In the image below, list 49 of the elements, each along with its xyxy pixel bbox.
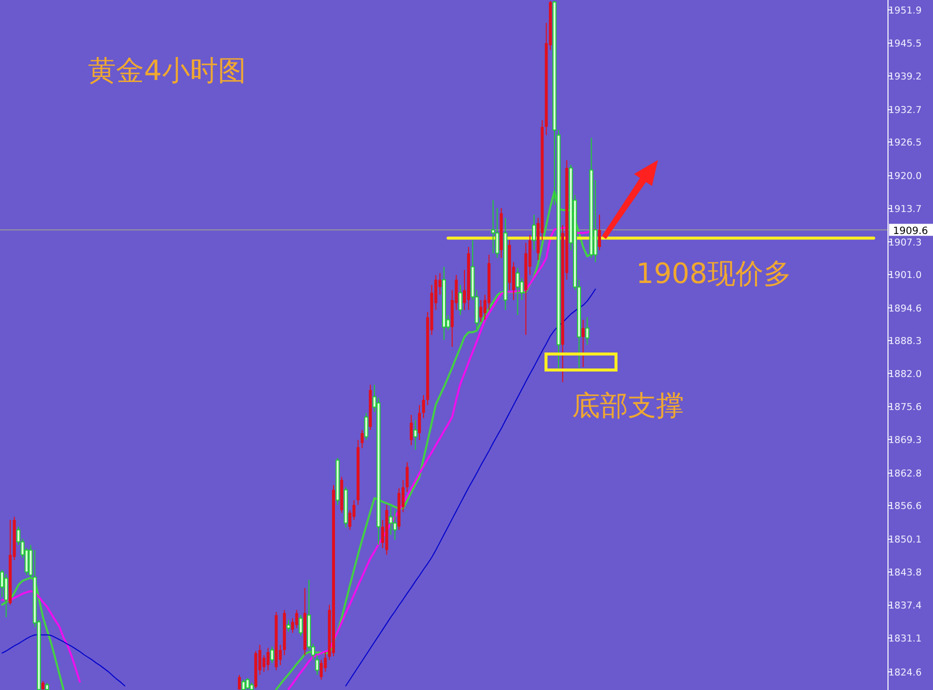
candlestick	[298, 614, 303, 636]
annotation: 底部支撑	[572, 389, 684, 422]
candlestick	[266, 647, 270, 671]
candlestick	[364, 412, 368, 440]
y-tick-label: 1945.5	[888, 38, 922, 50]
y-tick-label: 1850.1	[888, 534, 922, 546]
candlestick	[286, 619, 290, 632]
candlestick	[242, 679, 246, 690]
y-tick-label: 1932.7	[888, 105, 922, 116]
candlestick	[491, 200, 496, 254]
candlestick	[532, 214, 536, 251]
candlestick	[295, 609, 298, 629]
candlestick	[360, 430, 364, 449]
candlestick	[422, 394, 426, 419]
y-tick-label: 1951.9	[888, 5, 922, 16]
y-tick-label: 1888.3	[888, 336, 922, 348]
candlestick	[479, 300, 482, 322]
text: 黄金4小时图	[88, 54, 246, 87]
y-tick-label: 1837.4	[888, 600, 922, 612]
y-tick-label: 1907.3	[888, 237, 922, 248]
candlestick	[458, 284, 462, 316]
annotation: 1908现价多	[636, 257, 792, 290]
candlestick	[516, 267, 520, 316]
candlestick	[413, 420, 418, 450]
candlestick	[246, 678, 250, 690]
y-tick-label: 1869.3	[888, 434, 922, 446]
y-tick-label: 1926.5	[888, 137, 922, 148]
y-tick-label: 1831.1	[888, 634, 922, 645]
candlestick	[388, 504, 393, 536]
candlestick	[406, 462, 409, 492]
y-tick-label: 1882.0	[888, 368, 922, 380]
y-tick-label: 1901.0	[888, 270, 922, 282]
y-tick-label: 1939.2	[888, 71, 922, 82]
y-tick-label: 1875.6	[888, 402, 922, 414]
ref-line-label: 1909.6	[893, 226, 928, 237]
candlestick	[585, 316, 590, 346]
y-tick-label: 1843.8	[888, 567, 922, 578]
candlestick	[4, 574, 8, 618]
y-tick-label: 1856.6	[888, 500, 922, 512]
y-tick-label: 1824.6	[888, 667, 922, 678]
y-tick-label: 1862.8	[888, 468, 922, 480]
y-tick-label: 1894.6	[888, 303, 922, 314]
candlestick	[418, 404, 421, 440]
candlestick	[270, 646, 274, 664]
y-tick-label: 1913.7	[888, 204, 922, 216]
candlestick	[238, 674, 241, 690]
y-tick-label: 1920.0	[888, 171, 922, 182]
candlestick	[582, 319, 585, 368]
candlestick	[598, 214, 601, 251]
